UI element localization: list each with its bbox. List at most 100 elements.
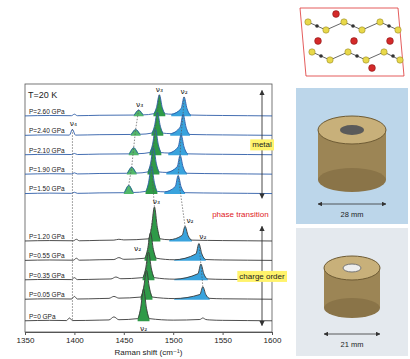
series-label: P=1.90 GPa	[29, 166, 65, 173]
peak-fill	[124, 185, 134, 194]
x-tick-label: 1550	[214, 336, 232, 345]
spectrum-line	[25, 289, 272, 321]
spectrum-line	[25, 148, 272, 175]
cell-window	[343, 264, 361, 272]
atom-o	[387, 38, 394, 45]
atom-s	[341, 19, 347, 25]
unit-cell	[300, 8, 404, 76]
peak-fill	[145, 233, 157, 261]
atom-s	[377, 19, 383, 25]
atom-c	[351, 24, 355, 28]
guide-line	[129, 110, 139, 185]
guide-line	[178, 97, 185, 226]
series-label: P=0 GPa	[29, 313, 56, 320]
peak-fill	[153, 95, 165, 117]
series-label: P=2.10 GPa	[29, 147, 65, 154]
spectrum-line	[25, 95, 272, 116]
atom-s	[305, 19, 311, 25]
chart-svg: 1350 1400 1450 1500 1550 1600 Raman shift (cm⁻…	[0, 0, 410, 359]
dimension-line	[324, 334, 380, 335]
peak-fill	[174, 287, 210, 300]
atom-s	[345, 49, 351, 55]
atom-o	[369, 65, 376, 72]
atom-s	[381, 49, 387, 55]
region-label: charge order	[239, 272, 285, 281]
atom-c	[355, 54, 359, 58]
x-tick-mark	[272, 332, 273, 335]
region-label-box	[250, 139, 274, 150]
x-tick-mark	[173, 332, 174, 335]
x-tick-label: 1350	[17, 336, 35, 345]
x-axis-title: Raman shift (cm⁻¹)	[115, 348, 183, 357]
series-label: P=0.35 GPa	[29, 272, 65, 279]
photo-background	[296, 228, 408, 356]
series-label: P=2.60 GPa	[29, 108, 65, 115]
series-label: P=2.40 GPa	[29, 127, 65, 134]
cell-top	[324, 256, 380, 280]
x-tick: 1500	[165, 332, 183, 345]
chart-title: T=20 K	[28, 90, 57, 100]
atom-s	[309, 49, 315, 55]
atom-s	[359, 27, 365, 33]
atom-o	[351, 38, 358, 45]
series-label: P=0.55 GPa	[29, 252, 65, 259]
peak-label: ν₂	[186, 216, 193, 225]
peak-fill	[149, 129, 161, 155]
cell-bottom	[324, 298, 380, 318]
plot-frame	[25, 84, 272, 332]
x-axis: 1350 1400 1450 1500 1550 1600	[17, 332, 282, 345]
x-axis-line	[26, 332, 273, 333]
structure-sketch	[300, 8, 404, 76]
chart-texts: T=20 K P=2.60 GPa P=2.40 GPa P=2.10 GPa P=1.…	[28, 85, 287, 333]
guide-line	[144, 95, 160, 289]
atom-c	[391, 54, 395, 58]
peak-fill	[143, 252, 155, 280]
peak-label: ν₄	[70, 119, 77, 128]
peak-label: ν₂	[140, 324, 147, 333]
x-tick-label: 1600	[264, 336, 282, 345]
peak-label: ν₂	[180, 87, 187, 96]
peak-label: ν₃	[153, 197, 160, 206]
peak-fill	[148, 148, 160, 175]
peak-fill	[127, 167, 137, 175]
cell-window	[340, 125, 364, 135]
peak-fill	[170, 114, 190, 136]
annotation: phase transition	[212, 210, 268, 219]
photo-caption: 28 mm	[341, 210, 364, 219]
x-tick-label: 1450	[115, 336, 133, 345]
region-label-box	[237, 271, 287, 282]
x-tick-label: 1500	[165, 336, 183, 345]
guide-line	[199, 244, 203, 287]
x-tick: 1550	[214, 332, 232, 345]
spectrum-line	[25, 166, 272, 194]
series-label: P=0.05 GPa	[29, 291, 65, 298]
series-label: P=1.20 GPa	[29, 233, 65, 240]
dimension-line	[318, 204, 386, 205]
photo-caption: 21 mm	[341, 340, 364, 349]
spectrum-line	[25, 112, 272, 135]
plot-area	[25, 95, 272, 321]
peak-label: ν₃	[156, 85, 163, 94]
photo-column: 28 mm 21 mm	[296, 8, 408, 356]
x-tick-mark	[25, 332, 26, 335]
atom-s	[323, 27, 329, 33]
figure: 1350 1400 1450 1500 1550 1600 Raman shift (cm⁻…	[0, 0, 410, 359]
atom-c	[319, 54, 323, 58]
photo-background	[296, 88, 408, 224]
cell-top	[318, 116, 386, 144]
peak-fill	[174, 264, 208, 280]
x-tick-mark	[223, 332, 224, 335]
peak-label: ν₃	[136, 100, 143, 109]
peak-label: ν₂	[199, 232, 206, 241]
x-tick: 1350	[17, 332, 35, 345]
x-tick: 1450	[115, 332, 133, 345]
series-label: P=1.50 GPa	[29, 185, 65, 192]
x-tick: 1600	[264, 332, 282, 345]
x-tick: 1400	[66, 332, 84, 345]
guide-line	[72, 129, 73, 321]
x-tick-mark	[124, 332, 125, 335]
atom-o	[315, 38, 322, 45]
atom-c	[387, 24, 391, 28]
region-label: metal	[252, 140, 272, 149]
x-tick-label: 1400	[66, 336, 84, 345]
